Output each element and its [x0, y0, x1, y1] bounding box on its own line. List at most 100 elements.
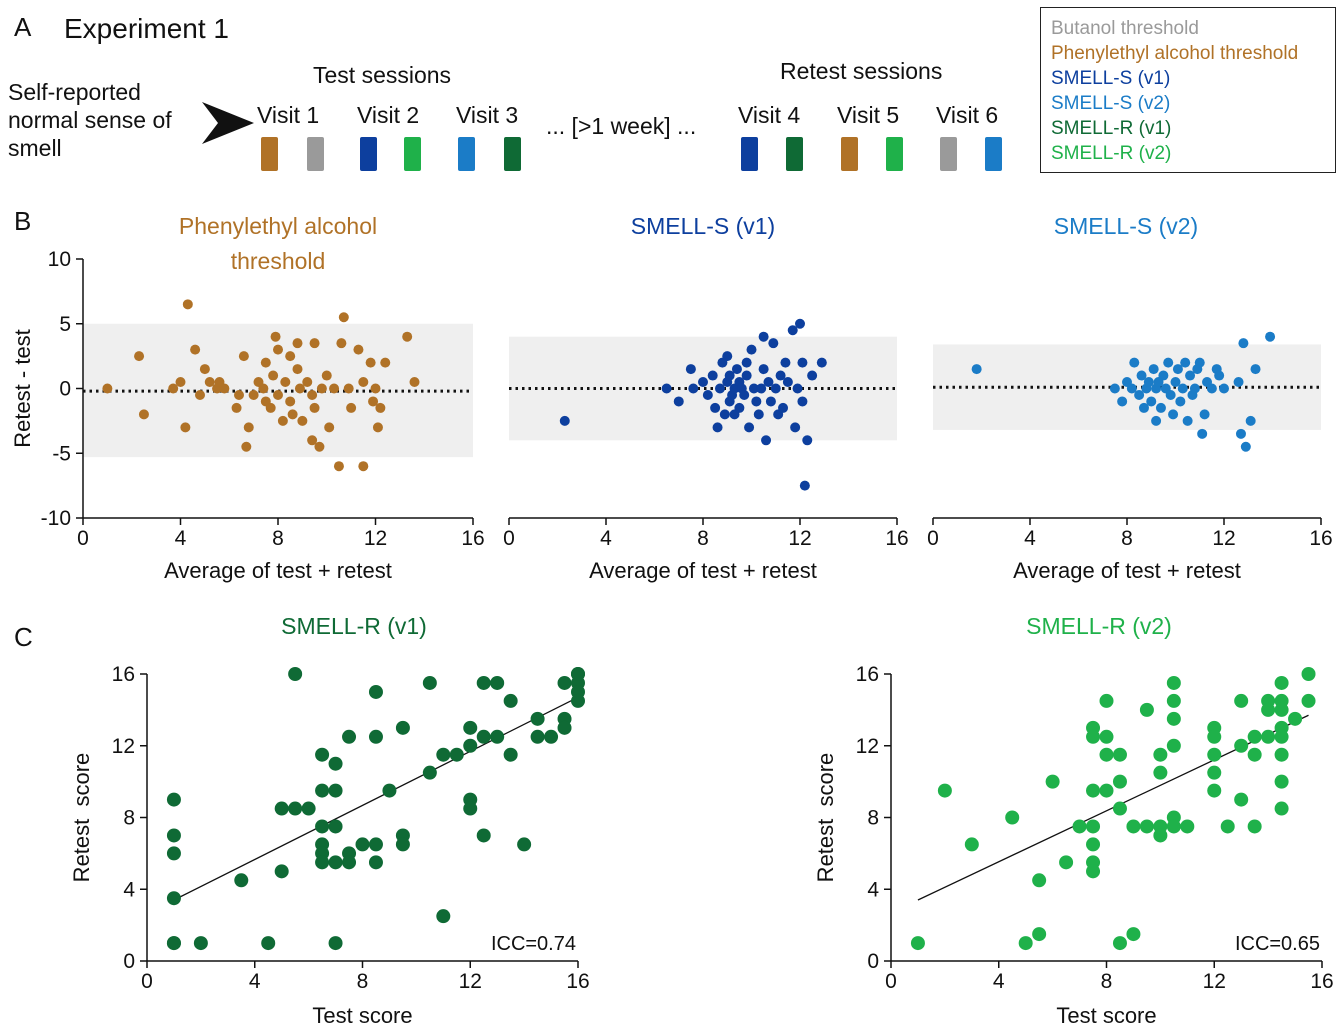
- legend: Butanol threshold Phenylethyl alcohol thr…: [1040, 7, 1336, 173]
- data-point: [770, 383, 781, 394]
- x-tick-label: 0: [77, 527, 89, 550]
- data-point: [1086, 729, 1101, 744]
- data-point: [748, 383, 759, 394]
- data-point: [1117, 396, 1128, 407]
- y-tick-label: 0: [867, 950, 879, 973]
- data-point: [714, 383, 725, 394]
- x-tick-label: 16: [1310, 970, 1333, 993]
- chart-b2: SMELL-S (v1) 0 4 8 12 16 Average of test + ret…: [503, 213, 909, 583]
- data-point: [1207, 747, 1222, 762]
- chart-title: Phenylethyl alcohol: [179, 213, 377, 239]
- y-tick-label: 16: [112, 663, 135, 686]
- data-point: [1112, 774, 1127, 789]
- data-point: [287, 409, 298, 420]
- data-point: [724, 370, 735, 381]
- visit-label: Visit 5: [837, 102, 900, 128]
- data-point: [503, 693, 518, 708]
- data-point: [1177, 383, 1188, 394]
- data-point: [342, 729, 357, 744]
- data-point: [775, 370, 786, 381]
- x-tick-label: 4: [175, 527, 187, 550]
- visit-test-marker: [360, 137, 377, 171]
- data-point: [1234, 693, 1249, 708]
- x-tick-label: 16: [461, 527, 484, 550]
- data-point: [309, 402, 320, 413]
- data-point: [1234, 792, 1249, 807]
- x-tick-label: 8: [357, 970, 369, 993]
- data-point: [368, 837, 383, 852]
- panel-b-letter: B: [14, 206, 32, 236]
- data-point: [328, 783, 343, 798]
- data-point: [746, 344, 757, 355]
- x-tick-label: 12: [459, 970, 482, 993]
- icc-annotation: ICC=0.74: [491, 933, 576, 955]
- data-point: [195, 389, 205, 400]
- data-point: [395, 720, 410, 735]
- chart-title: SMELL-S (v2): [1054, 213, 1198, 239]
- data-point: [436, 747, 451, 762]
- retest-sessions-header: Retest sessions: [780, 58, 943, 84]
- chart-title: SMELL-S (v1): [631, 213, 775, 239]
- data-point: [315, 819, 330, 834]
- gap-label: ... [>1 week] ...: [546, 113, 697, 139]
- data-point: [1197, 428, 1208, 439]
- data-point: [1158, 370, 1169, 381]
- data-point: [1233, 377, 1244, 388]
- data-point: [530, 729, 545, 744]
- data-point: [1155, 402, 1166, 413]
- chart-b3: SMELL-S (v2) 0 4 8 12 16 Average of test + ret…: [927, 213, 1333, 583]
- data-point: [1138, 402, 1149, 413]
- data-point: [238, 351, 249, 362]
- data-point: [1153, 765, 1168, 780]
- data-point: [463, 801, 478, 816]
- data-point: [1086, 819, 1101, 834]
- y-axis-label: Retest - test: [10, 329, 35, 448]
- data-point: [719, 409, 730, 420]
- visit-label: Visit 2: [357, 102, 420, 128]
- data-point: [1148, 364, 1159, 375]
- data-point: [910, 936, 925, 951]
- chart-title: SMELL-R (v1): [281, 613, 427, 639]
- data-point: [1099, 693, 1114, 708]
- data-point: [476, 729, 491, 744]
- y-tick-label: -5: [52, 442, 71, 465]
- data-point: [1005, 810, 1020, 825]
- data-point: [1250, 364, 1261, 375]
- data-point: [1112, 801, 1127, 816]
- visit-label: Visit 6: [936, 102, 999, 128]
- data-point: [702, 389, 713, 400]
- data-point: [1153, 828, 1168, 843]
- data-point: [1301, 693, 1316, 708]
- data-point: [741, 370, 752, 381]
- data-point: [328, 855, 343, 870]
- data-point: [380, 357, 391, 368]
- x-tick-label: 4: [1024, 527, 1036, 550]
- visit-test-marker: [886, 137, 903, 171]
- data-point: [1032, 927, 1047, 942]
- data-point: [1139, 702, 1154, 717]
- data-point: [1247, 819, 1262, 834]
- data-point: [1136, 370, 1147, 381]
- y-tick-label: 0: [123, 950, 135, 973]
- data-point: [1072, 819, 1087, 834]
- y-tick-label: 4: [123, 878, 135, 901]
- data-point: [758, 364, 769, 375]
- data-point: [1301, 667, 1316, 681]
- data-point: [544, 729, 559, 744]
- data-point: [1194, 357, 1205, 368]
- data-point: [315, 783, 330, 798]
- data-point: [1153, 747, 1168, 762]
- data-point: [816, 357, 827, 368]
- data-point: [231, 402, 242, 413]
- data-point: [1189, 383, 1200, 394]
- data-point: [571, 667, 585, 681]
- data-point: [343, 383, 354, 394]
- data-point: [1207, 765, 1222, 780]
- data-point: [1261, 702, 1276, 717]
- data-point: [1261, 729, 1276, 744]
- data-point: [358, 461, 369, 472]
- data-point: [476, 675, 491, 690]
- data-point: [1274, 801, 1289, 816]
- y-tick-label: 12: [112, 735, 135, 758]
- x-tick-label: 16: [885, 527, 908, 550]
